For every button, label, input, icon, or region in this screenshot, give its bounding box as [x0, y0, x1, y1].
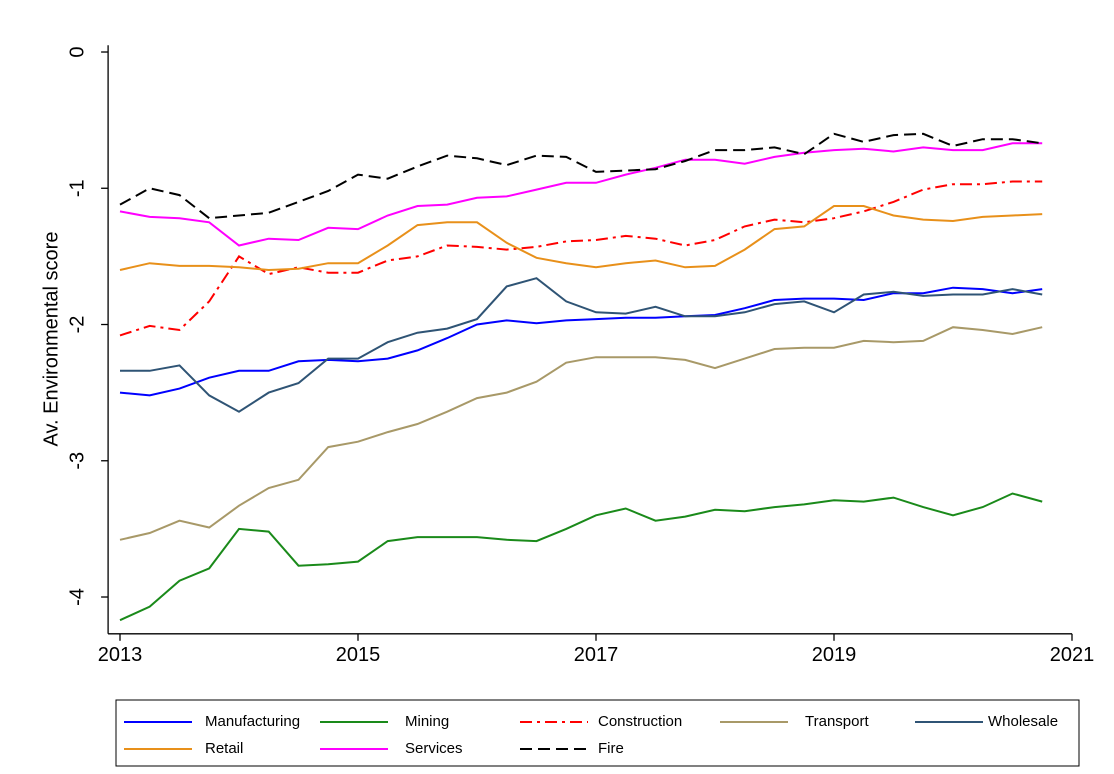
x-tick-label: 2015 — [336, 644, 381, 666]
series-line — [119, 132, 1043, 220]
legend-label: Fire — [598, 740, 624, 757]
series-line — [119, 492, 1043, 622]
x-tick-label: 2019 — [812, 644, 857, 666]
series-line — [119, 142, 1043, 247]
series-line — [119, 180, 1043, 337]
y-tick-label: -2 — [66, 316, 88, 334]
y-axis-label: Av. Environmental score — [40, 232, 62, 447]
legend-label: Services — [405, 740, 463, 757]
x-tick-label: 2017 — [574, 644, 619, 666]
y-tick-label: -3 — [66, 452, 88, 470]
series-line — [119, 326, 1043, 541]
legend-label: Transport — [805, 713, 869, 730]
x-tick-label: 2013 — [98, 644, 143, 666]
series-line — [119, 286, 1043, 397]
legend-label: Wholesale — [988, 713, 1058, 730]
x-tick-label: 2021 — [1050, 644, 1095, 666]
y-tick-label: 0 — [66, 46, 88, 57]
y-tick-label: -4 — [66, 588, 88, 606]
legend — [115, 699, 1080, 767]
legend-label: Mining — [405, 713, 449, 730]
legend-label: Retail — [205, 740, 243, 757]
series-line — [119, 205, 1043, 272]
legend-label: Manufacturing — [205, 713, 300, 730]
y-tick-label: -1 — [66, 179, 88, 197]
series-line — [120, 277, 1043, 413]
legend-label: Construction — [598, 713, 682, 730]
